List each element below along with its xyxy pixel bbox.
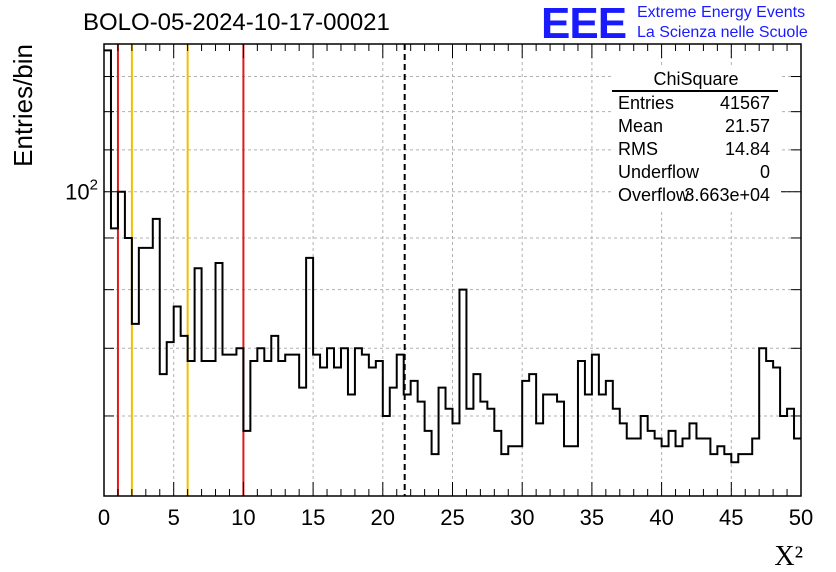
histogram-line [104, 49, 801, 464]
x-tick-label: 10 [231, 505, 255, 530]
histogram-series [104, 49, 801, 464]
y-axis-label: Entries/bin [8, 44, 38, 167]
stats-name: Entries [618, 93, 675, 113]
stats-name: Mean [618, 116, 664, 136]
chart-title: BOLO-05-2024-10-17-00021 [83, 9, 390, 36]
stats-value: 21.57 [724, 116, 770, 136]
stats-row-entries: Entries 41567 [618, 92, 770, 115]
stats-value: 3.663e+04 [684, 185, 770, 205]
x-tick-label: 35 [580, 505, 604, 530]
stats-row-underflow: Underflow 0 [618, 161, 770, 184]
stats-value: 41567 [719, 93, 770, 113]
x-tick-label: 20 [371, 505, 395, 530]
stats-divider [612, 90, 778, 92]
stats-row-rms: RMS 14.84 [618, 138, 770, 161]
x-tick-label: 50 [789, 505, 813, 530]
x-tick-label: 5 [168, 505, 180, 530]
x-tick-label: 0 [98, 505, 110, 530]
stats-row-mean: Mean 21.57 [618, 115, 770, 138]
stats-name: Underflow [618, 162, 700, 182]
stats-box: ChiSquare Entries 41567 Mean 21.57 RMS 1… [612, 68, 780, 210]
x-tick-label: 15 [301, 505, 325, 530]
x-tick-label: 45 [719, 505, 743, 530]
y-tick-label: 102 [65, 177, 98, 205]
eee-logo-mark: EEE [541, 0, 627, 48]
stats-title: ChiSquare [653, 69, 739, 89]
axes: 0 5 10 15 20 25 30 35 40 45 50 102 Entries/bin X² [8, 43, 813, 572]
x-tick-label: 30 [510, 505, 534, 530]
stats-row-overflow: Overflow 3.663e+04 [618, 184, 770, 207]
x-axis-label: X² [774, 541, 803, 572]
logo-text-line2: La Scienza nelle Scuole [637, 24, 808, 41]
stats-value: 14.84 [724, 139, 770, 159]
stats-name: Overflow [618, 185, 690, 205]
x-tick-label: 25 [440, 505, 464, 530]
stats-value: 0 [759, 162, 770, 182]
eee-logo: EEE Extreme Energy Events La Scienza nel… [541, 2, 836, 46]
stats-name: RMS [618, 139, 658, 159]
logo-text-line1: Extreme Energy Events [637, 4, 806, 21]
x-tick-label: 40 [649, 505, 673, 530]
